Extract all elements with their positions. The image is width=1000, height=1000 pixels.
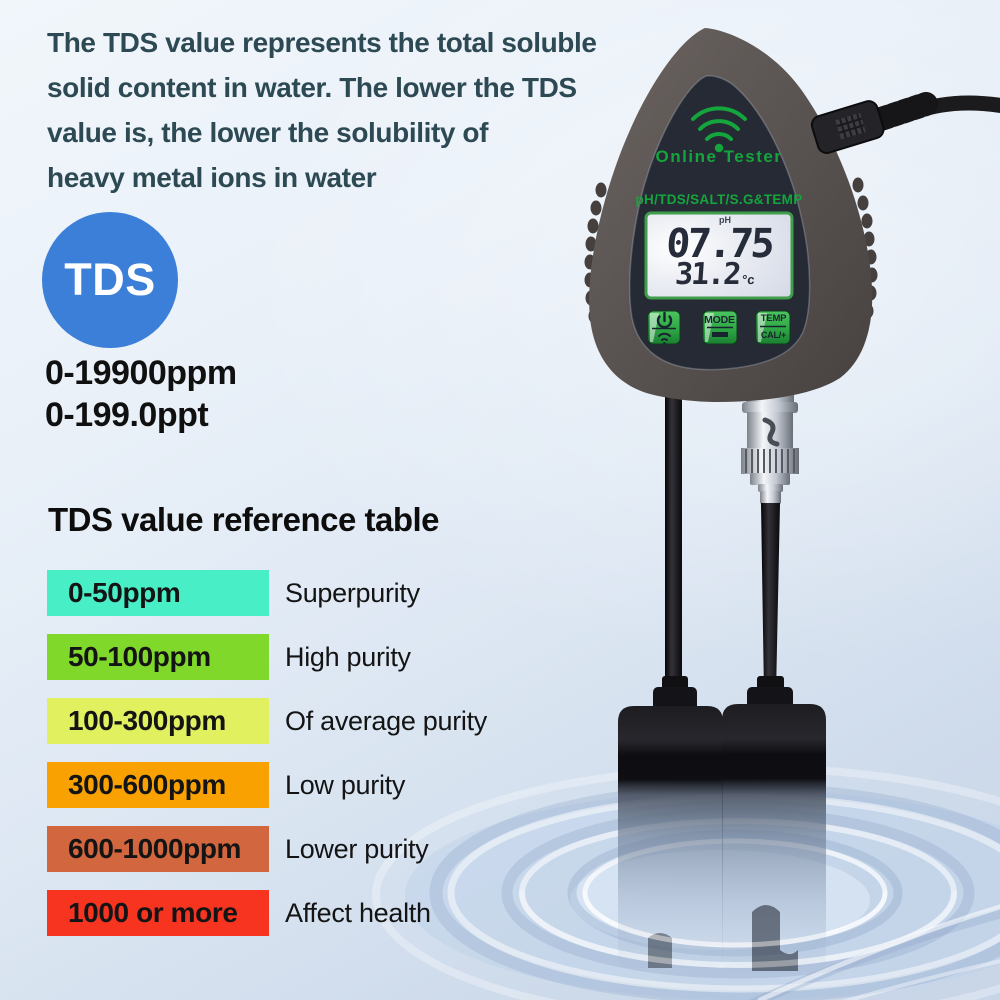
probe-cable-left [665, 390, 682, 694]
wifi-icon [691, 106, 747, 153]
wifi-small-icon [658, 332, 671, 345]
table-row-range-bar: 300-600ppm [47, 762, 269, 808]
table-row-purity-label: Of average purity [285, 706, 488, 736]
power-cable [810, 92, 1000, 154]
measuring-range-ppt: 0-199.0ppt [45, 396, 209, 434]
device-brand-label: Online Tester [655, 147, 783, 166]
table-row-range-bar: 600-1000ppm [47, 826, 269, 872]
table-row-range-bar: 1000 or more [47, 890, 269, 936]
table-row-purity-label: Affect health [285, 898, 431, 928]
table-row-purity-label: Lower purity [285, 834, 429, 864]
bnc-connector [741, 394, 799, 694]
intro-line: solid content in water. The lower the TD… [47, 72, 577, 103]
tds-badge-label: TDS [64, 254, 156, 305]
intro-paragraph: The TDS value represents the total solub… [47, 20, 667, 200]
ripple-foreground [519, 890, 957, 968]
table-row-range-bar: 100-300ppm [47, 698, 269, 744]
reference-table-title: TDS value reference table [48, 501, 440, 538]
lcd-temp-value: 31.2 [673, 257, 741, 292]
lcd-temp-unit: °c [741, 272, 756, 287]
intro-line: value is, the lower the solubility of [47, 117, 489, 148]
device-screen [644, 211, 794, 300]
intro-line: The TDS value represents the total solub… [47, 27, 597, 58]
table-row-purity-label: High purity [285, 642, 411, 672]
table-row-range-bar: 50-100ppm [47, 634, 269, 680]
lcd-temp-row: 31.2°c [645, 257, 785, 292]
power-icon [656, 311, 673, 329]
table-row-range-bar: 0-50ppm [47, 570, 269, 616]
probe-left [618, 676, 723, 968]
mode-button-label: MODE [704, 314, 735, 326]
lcd-ph-unit: pH [719, 215, 731, 225]
tds-badge: TDS [42, 212, 178, 348]
measuring-range-ppm: 0-19900ppm [45, 354, 237, 392]
temp-button-label: TEMP [760, 313, 787, 324]
cal-button-label: CAL/+ [760, 330, 787, 340]
intro-line: heavy metal ions in water [47, 162, 377, 193]
probe-right [722, 676, 826, 971]
table-row-purity-label: Superpurity [285, 578, 420, 608]
minus-icon [712, 332, 728, 337]
probe-cable-right [761, 503, 780, 694]
table-row-purity-label: Low purity [285, 770, 406, 800]
device-modes-label: pH/TDS/SALT/S.G&TEMP [635, 192, 803, 207]
